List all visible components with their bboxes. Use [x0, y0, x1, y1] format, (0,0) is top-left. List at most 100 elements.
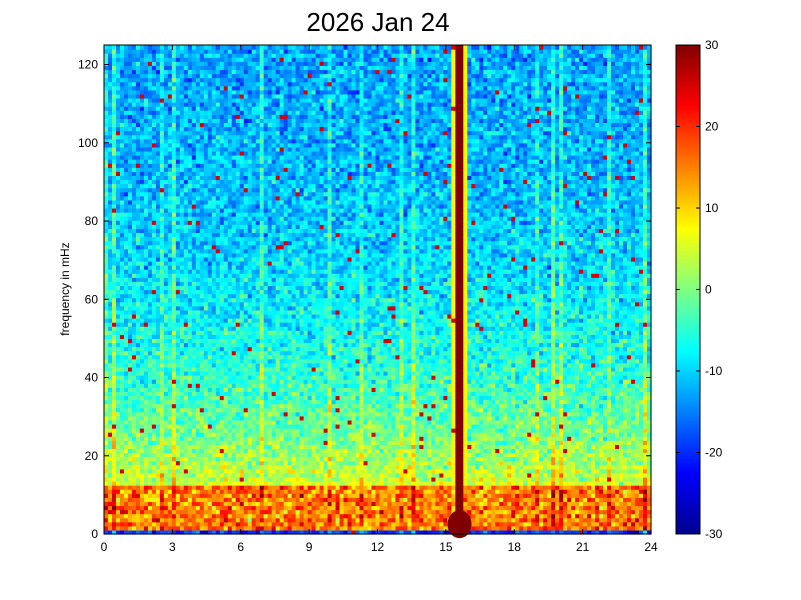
- heatmap-cell: [135, 476, 141, 482]
- heatmap-cell: [143, 256, 149, 262]
- heatmap-cell: [219, 358, 225, 364]
- heatmap-cell: [171, 134, 177, 140]
- heatmap-cell: [175, 440, 181, 445]
- heatmap-cell: [175, 199, 181, 205]
- heatmap-cell: [255, 224, 261, 229]
- heatmap-cell: [155, 407, 161, 413]
- heatmap-cell: [123, 199, 129, 205]
- heatmap-cell: [207, 187, 213, 193]
- heatmap-cell: [263, 155, 269, 160]
- heatmap-cell: [207, 155, 213, 160]
- heatmap-cell: [243, 106, 249, 111]
- heatmap-cell: [131, 167, 137, 172]
- heatmap-cell: [119, 481, 125, 486]
- heatmap-cell: [104, 509, 109, 515]
- heatmap-cell: [155, 77, 161, 83]
- heatmap-cell: [175, 330, 181, 335]
- heatmap-cell: [267, 448, 273, 454]
- heatmap-cell: [183, 342, 189, 348]
- heatmap-cell: [235, 513, 241, 519]
- heatmap-cell: [107, 122, 113, 128]
- heatmap-cell: [231, 256, 237, 262]
- heatmap-cell: [115, 45, 121, 50]
- heatmap-cell: [147, 73, 153, 79]
- heatmap-cell: [143, 285, 149, 291]
- heatmap-cell: [115, 419, 121, 425]
- heatmap-cell: [215, 476, 221, 482]
- heatmap-cell: [107, 305, 113, 311]
- heatmap-cell: [191, 485, 197, 490]
- heatmap-cell: [183, 313, 189, 319]
- heatmap-cell: [215, 150, 221, 156]
- heatmap-cell: [175, 224, 181, 229]
- heatmap-cell: [251, 240, 257, 246]
- heatmap-cell: [151, 448, 157, 454]
- heatmap-cell: [115, 509, 121, 515]
- heatmap-cell: [163, 187, 169, 193]
- heatmap-cell: [239, 395, 245, 401]
- heatmap-cell: [135, 493, 141, 498]
- heatmap-cell: [251, 45, 257, 50]
- heatmap-cell: [167, 281, 173, 287]
- heatmap-cell: [243, 301, 249, 307]
- heatmap-cell: [115, 163, 121, 168]
- heatmap-cell: [251, 334, 257, 339]
- heatmap-cell: [215, 49, 221, 54]
- heatmap-cell: [247, 236, 253, 242]
- heatmap-cell: [239, 525, 245, 531]
- heatmap-cell: [139, 232, 145, 238]
- heatmap-cell: [151, 244, 157, 250]
- heatmap-cell: [167, 163, 173, 168]
- heatmap-cell: [187, 85, 193, 91]
- heatmap-cell: [191, 93, 197, 99]
- heatmap-cell: [199, 313, 205, 319]
- heatmap-cell: [259, 309, 265, 315]
- heatmap-cell: [183, 57, 189, 62]
- heatmap-cell: [219, 281, 225, 287]
- heatmap-cell: [139, 371, 145, 376]
- heatmap-cell: [203, 509, 209, 515]
- heatmap-cell: [135, 220, 141, 225]
- heatmap-cell: [215, 464, 221, 470]
- heatmap-cell: [143, 195, 149, 201]
- heatmap-cell: [179, 97, 185, 103]
- heatmap-cell: [203, 102, 209, 107]
- heatmap-cell: [191, 305, 197, 311]
- heatmap-cell: [235, 138, 241, 144]
- heatmap-cell: [231, 313, 237, 319]
- heatmap-cell: [115, 220, 121, 225]
- heatmap-cell: [207, 497, 213, 502]
- heatmap-cell: [115, 350, 121, 356]
- heatmap-cell: [239, 334, 245, 339]
- heatmap-cell: [211, 436, 217, 441]
- heatmap-cell: [179, 493, 185, 498]
- heatmap-cell: [219, 342, 225, 348]
- heatmap-cell: [147, 371, 153, 376]
- heatmap-cell: [247, 350, 253, 356]
- heatmap-cell: [187, 183, 193, 189]
- heatmap-cell: [259, 273, 265, 278]
- heatmap-cell: [167, 126, 173, 132]
- heatmap-cell: [155, 448, 161, 454]
- heatmap-cell: [235, 89, 241, 95]
- heatmap-cell: [187, 93, 193, 99]
- heatmap-cell: [147, 171, 153, 176]
- heatmap-cell: [104, 428, 109, 433]
- heatmap-cell: [215, 326, 221, 331]
- heatmap-cell: [104, 159, 109, 164]
- heatmap-cell: [131, 489, 137, 494]
- heatmap-cell: [243, 419, 249, 425]
- heatmap-cell: [111, 342, 117, 348]
- heatmap-cell: [191, 379, 197, 384]
- heatmap-cell: [143, 350, 149, 356]
- heatmap-cell: [231, 199, 237, 205]
- heatmap-cell: [104, 106, 109, 111]
- heatmap-cell: [175, 216, 181, 221]
- heatmap-cell: [143, 203, 149, 209]
- heatmap-cell: [167, 301, 173, 307]
- heatmap-cell: [183, 403, 189, 409]
- heatmap-cell: [191, 61, 197, 66]
- heatmap-cell: [119, 485, 125, 490]
- heatmap-cell: [231, 481, 237, 486]
- heatmap-cell: [223, 403, 229, 409]
